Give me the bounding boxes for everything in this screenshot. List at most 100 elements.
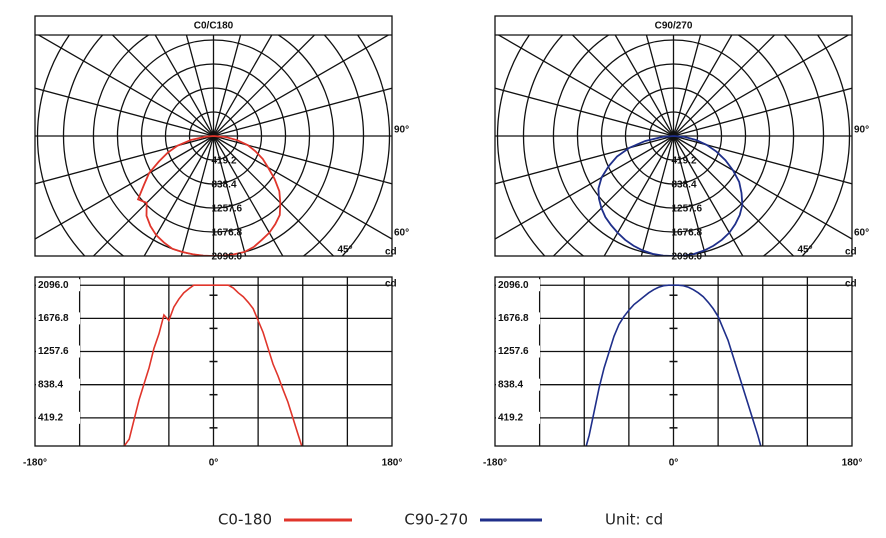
polar-ray	[180, 135, 215, 256]
polar-ray	[497, 35, 674, 137]
polar-ray	[35, 135, 214, 240]
unit-label: cd	[845, 279, 857, 290]
polar-tick-label: 419.2	[672, 156, 697, 167]
polar-ray	[571, 35, 674, 137]
polar-ring	[624, 87, 723, 185]
y-tick-label: 1676.8	[498, 313, 529, 324]
label-bg	[36, 312, 80, 325]
polar-ray	[154, 35, 215, 137]
angle-label: 45°	[798, 245, 813, 256]
polar-ray	[673, 87, 852, 137]
polar-ray	[212, 135, 247, 256]
polar-ray	[673, 135, 795, 256]
polar-ray	[35, 135, 214, 185]
label-bg	[36, 345, 80, 358]
label-bg	[36, 411, 80, 424]
polar-ray	[673, 35, 850, 137]
legend-label: C90-270	[404, 511, 468, 529]
x-tick-label: 180°	[382, 458, 403, 469]
polar-ray	[213, 87, 392, 137]
polar-unit: cd	[385, 247, 397, 258]
polar-tick-label: 1257.6	[672, 204, 703, 215]
polar-ray	[672, 135, 744, 256]
polar-ring	[116, 39, 311, 233]
angle-label: 90°	[854, 125, 869, 136]
y-tick-label: 419.2	[498, 412, 523, 423]
polar-ray	[213, 135, 392, 185]
polar-ray	[111, 35, 214, 137]
y-tick-label: 2096.0	[38, 280, 69, 291]
polar-ray	[495, 87, 674, 137]
polar-tick-label: 419.2	[212, 156, 237, 167]
polar-plot	[495, 35, 852, 256]
y-tick-label: 2096.0	[498, 280, 529, 291]
polar-ring	[188, 111, 239, 161]
polar-ring	[92, 35, 335, 256]
unit-label: cd	[385, 279, 397, 290]
polar-ray	[495, 135, 674, 240]
x-tick-label: -180°	[483, 458, 507, 469]
label-bg	[496, 378, 540, 391]
polar-ring	[62, 35, 365, 256]
polar-ray	[672, 135, 707, 256]
polar-ray	[213, 35, 316, 137]
polar-frame	[34, 15, 393, 257]
polar-tick-label: 2096.0	[212, 252, 243, 263]
polar-ray	[645, 35, 675, 137]
y-tick-label: 1257.6	[498, 346, 529, 357]
polar-ray	[185, 35, 215, 137]
polar-ray	[603, 135, 675, 256]
polar-ray	[212, 35, 242, 137]
polar-unit: cd	[845, 247, 857, 258]
polar-ring	[648, 111, 699, 161]
plot-frame	[34, 276, 393, 447]
polar-tick-label: 1676.8	[212, 228, 243, 239]
label-bg	[496, 411, 540, 424]
polar-tick-label: 2096.0	[672, 252, 703, 263]
polar-ray	[143, 135, 215, 256]
polar-tick-label: 1257.6	[212, 204, 243, 215]
chart-title: C90/270	[655, 21, 693, 32]
polar-ring	[496, 35, 851, 256]
polar-ring	[164, 87, 263, 185]
polar-tick-label: 838.4	[212, 180, 237, 191]
polar-tick-label: 838.4	[672, 180, 697, 191]
label-bg	[36, 378, 80, 391]
x-tick-label: 0°	[209, 458, 219, 469]
polar-ring	[552, 35, 795, 256]
label-bg	[496, 312, 540, 325]
polar-ray	[673, 135, 852, 185]
polar-tick-label: 1676.8	[672, 228, 703, 239]
x-tick-label: -180°	[23, 458, 47, 469]
polar-ring	[576, 39, 771, 233]
polar-plot	[35, 35, 392, 256]
polar-ray	[213, 135, 392, 240]
polar-ray	[213, 135, 335, 256]
x-tick-label: 0°	[669, 458, 679, 469]
polar-ray	[614, 35, 675, 137]
angle-label: 60°	[854, 228, 869, 239]
label-bg	[496, 279, 540, 292]
polar-curve	[597, 135, 744, 256]
polar-ray	[92, 135, 214, 256]
line-curve	[585, 284, 762, 447]
polar-ray	[495, 135, 674, 185]
label-bg	[36, 279, 80, 292]
y-tick-label: 1257.6	[38, 346, 69, 357]
polar-ray	[672, 35, 733, 137]
angle-label: 45°	[338, 245, 353, 256]
polar-ray	[673, 35, 776, 137]
polar-ring	[36, 35, 391, 256]
y-tick-label: 838.4	[38, 379, 63, 390]
polar-ray	[212, 135, 284, 256]
polar-curve	[136, 135, 282, 256]
polar-ray	[35, 87, 214, 137]
polar-ray	[213, 35, 390, 137]
polar-ray	[672, 35, 702, 137]
line-curve	[123, 284, 303, 447]
chart-title: C0/C180	[194, 21, 234, 32]
polar-ring	[522, 35, 825, 256]
y-tick-label: 419.2	[38, 412, 63, 423]
plot-frame	[494, 276, 853, 447]
